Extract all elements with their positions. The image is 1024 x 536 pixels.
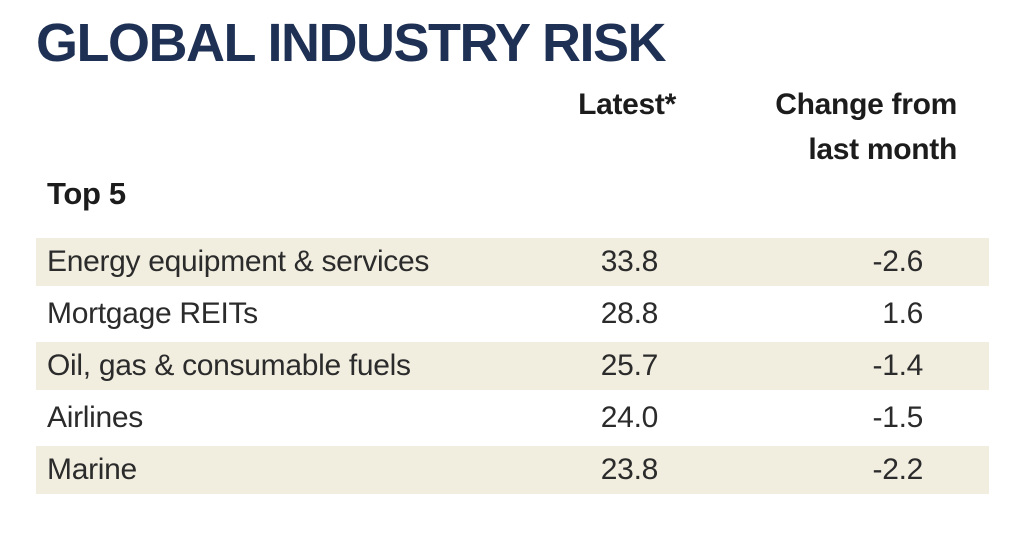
industry-label: Airlines	[47, 401, 143, 434]
industry-label: Energy equipment & services	[47, 245, 430, 278]
latest-value: 25.7	[600, 349, 659, 382]
page-title: GLOBAL INDUSTRY RISK	[36, 13, 667, 73]
change-value: -2.2	[872, 453, 924, 486]
column-header-change-line1: Change from	[775, 88, 957, 121]
table-row: Energy equipment & services 33.8 -2.6	[36, 238, 989, 290]
table-row: Airlines 24.0 -1.5	[36, 394, 989, 446]
change-value: 1.6	[882, 297, 923, 330]
latest-value: 23.8	[600, 453, 659, 486]
column-header-change: Change from last month	[676, 82, 989, 172]
column-header-industry-spacer	[36, 82, 500, 172]
section-label: Top 5	[47, 176, 126, 211]
latest-value: 33.8	[600, 245, 659, 278]
change-value: -1.4	[872, 349, 924, 382]
industry-label: Mortgage REITs	[47, 297, 258, 330]
column-header-change-line2: last month	[808, 133, 957, 166]
change-value: -1.5	[872, 401, 924, 434]
change-value: -2.6	[872, 245, 924, 278]
table-row: Oil, gas & consumable fuels 25.7 -1.4	[36, 342, 989, 394]
latest-value: 24.0	[600, 401, 659, 434]
table-header: Latest* Change from last month	[36, 82, 989, 172]
column-header-latest: Latest*	[578, 88, 676, 121]
risk-table: Energy equipment & services 33.8 -2.6 Mortg…	[36, 238, 989, 498]
industry-label: Oil, gas & consumable fuels	[47, 349, 411, 382]
table-row: Marine 23.8 -2.2	[36, 446, 989, 498]
table-row: Mortgage REITs 28.8 1.6	[36, 290, 989, 342]
industry-label: Marine	[47, 453, 137, 486]
latest-value: 28.8	[600, 297, 659, 330]
